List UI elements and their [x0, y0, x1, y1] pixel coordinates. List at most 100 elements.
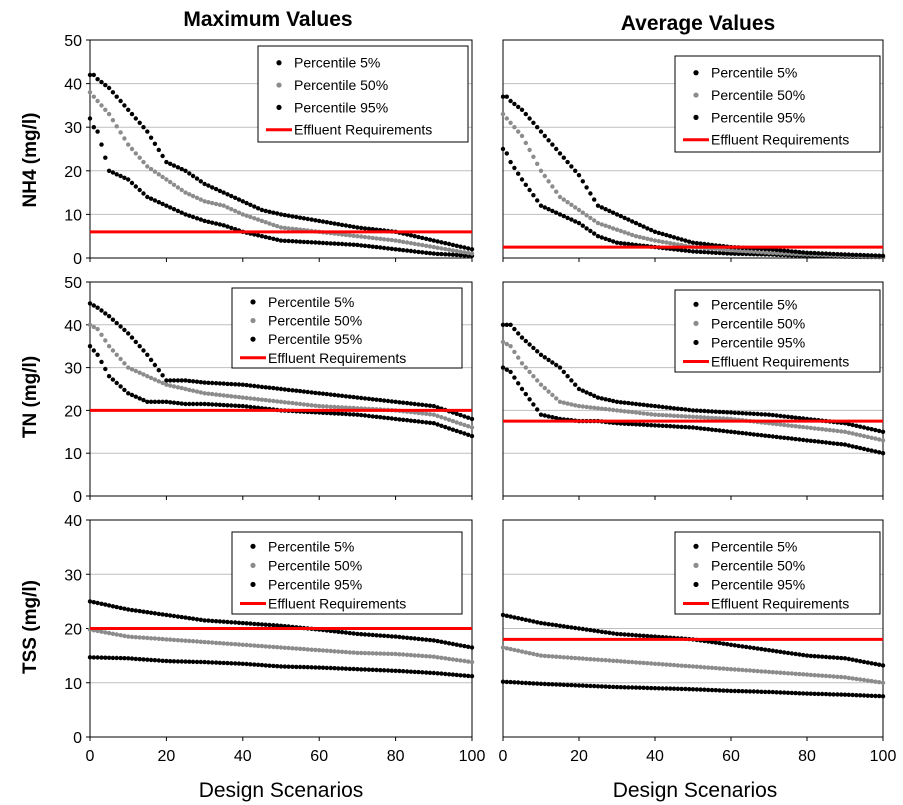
data-point: [842, 692, 848, 697]
data-point: [766, 412, 772, 417]
data-point: [622, 659, 627, 664]
data-point: [877, 428, 882, 434]
data-point: [416, 669, 421, 675]
data-point: [592, 197, 597, 202]
data-point: [576, 386, 582, 392]
data-point: [435, 638, 440, 644]
data-point: [820, 673, 825, 678]
data-point: [309, 647, 314, 652]
data-point: [508, 344, 513, 349]
data-point: [846, 443, 851, 448]
data-point: [679, 414, 684, 419]
data-point: [424, 250, 429, 255]
data-point: [713, 415, 718, 421]
data-point: [671, 413, 677, 418]
data-point: [301, 389, 307, 394]
data-point: [850, 431, 855, 436]
data-point: [538, 352, 544, 357]
data-point: [145, 164, 150, 169]
data-point: [233, 394, 238, 399]
data-point: [516, 616, 521, 621]
data-point: [652, 412, 658, 417]
data-point: [469, 433, 475, 439]
data-point: [554, 396, 559, 401]
data-point: [129, 607, 135, 613]
data-point: [599, 235, 604, 240]
data-point: [385, 633, 391, 639]
data-point: [126, 177, 131, 182]
data-point: [645, 422, 650, 428]
data-point: [95, 77, 100, 82]
data-point: [347, 405, 352, 410]
data-point: [362, 667, 368, 672]
data-point: [854, 445, 859, 450]
data-point: [385, 246, 391, 251]
data-point: [305, 647, 310, 652]
data-point: [190, 639, 196, 644]
data-point: [370, 414, 375, 419]
data-point: [660, 239, 665, 245]
data-point: [782, 690, 787, 695]
data-point: [252, 383, 257, 389]
data-point: [217, 222, 223, 227]
data-point: [320, 219, 326, 224]
data-point: [446, 241, 452, 247]
data-point: [592, 218, 597, 223]
data-point: [129, 180, 135, 186]
legend-box: [674, 289, 881, 373]
data-point: [443, 241, 448, 246]
data-point: [763, 250, 768, 255]
data-point: [248, 404, 253, 410]
data-point: [126, 142, 131, 147]
data-point: [267, 622, 272, 628]
plot-frame: [502, 519, 884, 738]
data-point: [416, 419, 421, 424]
data-point: [290, 226, 295, 231]
data-point: [210, 402, 215, 407]
data-point: [592, 657, 597, 662]
data-point: [435, 239, 440, 244]
data-point: [359, 412, 364, 418]
data-point: [156, 147, 161, 153]
data-point: [271, 623, 276, 628]
data-point: [133, 656, 138, 662]
data-point: [500, 339, 506, 345]
data-point: [328, 648, 333, 654]
data-point: [538, 412, 544, 417]
data-point: [420, 411, 425, 416]
data-point: [751, 689, 756, 694]
legend-swatch-percentile: [693, 543, 699, 549]
data-point: [141, 397, 146, 403]
data-point: [263, 385, 268, 390]
data-point: [816, 691, 821, 697]
data-point: [668, 413, 673, 418]
data-point: [554, 189, 559, 194]
legend-box: [231, 531, 463, 615]
data-point: [592, 405, 597, 410]
data-point: [95, 352, 100, 357]
data-point: [835, 674, 840, 679]
data-point: [679, 663, 684, 668]
data-point: [618, 400, 623, 405]
data-point: [637, 234, 642, 240]
data-point: [698, 249, 703, 255]
data-point: [332, 404, 337, 410]
data-point: [854, 693, 859, 698]
data-point: [431, 412, 436, 417]
data-point: [259, 662, 265, 668]
data-point: [248, 643, 253, 648]
data-point: [557, 365, 563, 370]
data-point: [294, 664, 299, 670]
data-point: [229, 661, 234, 666]
data-point: [546, 622, 551, 627]
data-point: [336, 405, 341, 410]
data-point: [835, 252, 840, 257]
legend-label: Percentile 5%: [711, 538, 797, 554]
data-point: [248, 383, 253, 388]
data-point: [305, 239, 310, 245]
data-point: [504, 679, 509, 685]
data-point: [869, 448, 874, 453]
data-point: [747, 249, 753, 254]
